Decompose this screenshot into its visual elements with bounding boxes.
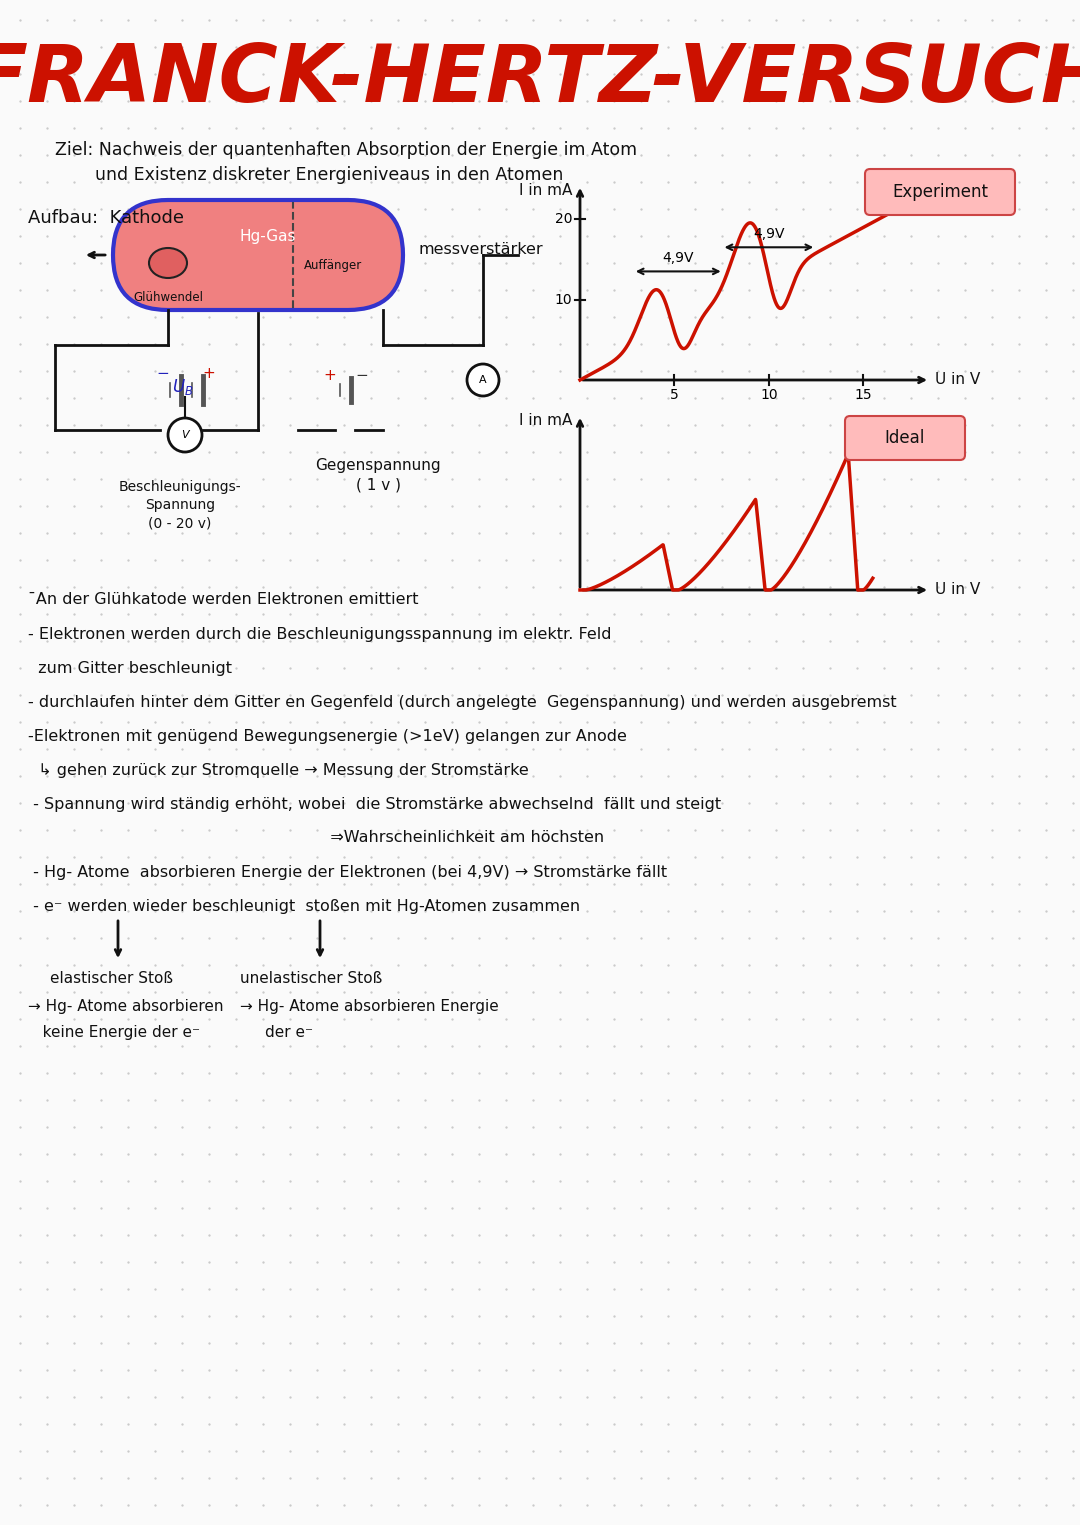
Text: - durchlaufen hinter dem Gitter en Gegenfeld (durch angelegte  Gegenspannung) un: - durchlaufen hinter dem Gitter en Gegen… [28, 694, 896, 709]
Text: 4,9V: 4,9V [753, 227, 785, 241]
Text: Glühwendel: Glühwendel [133, 291, 203, 303]
Text: 15: 15 [854, 387, 873, 403]
Text: keine Energie der e⁻: keine Energie der e⁻ [28, 1025, 200, 1040]
Text: 5: 5 [670, 387, 679, 403]
Text: - Hg- Atome  absorbieren Energie der Elektronen (bei 4,9V) → Stromstärke fällt: - Hg- Atome absorbieren Energie der Elek… [28, 865, 667, 880]
Text: -Elektronen mit genügend Bewegungsenergie (>1eV) gelangen zur Anode: -Elektronen mit genügend Bewegungsenergi… [28, 729, 626, 744]
Text: messverstärker: messverstärker [418, 242, 542, 258]
Text: U in V: U in V [935, 583, 981, 598]
Text: ↳ gehen zurück zur Stromquelle → Messung der Stromstärke: ↳ gehen zurück zur Stromquelle → Messung… [28, 762, 529, 778]
FancyBboxPatch shape [845, 416, 966, 461]
Text: ¯An der Glühkatode werden Elektronen emittiert: ¯An der Glühkatode werden Elektronen emi… [28, 593, 419, 607]
Text: - Elektronen werden durch die Beschleunigungsspannung im elektr. Feld: - Elektronen werden durch die Beschleuni… [28, 627, 611, 642]
Text: FRANCK-HERTZ-VERSUCH: FRANCK-HERTZ-VERSUCH [0, 41, 1080, 119]
Circle shape [467, 364, 499, 396]
Text: I in mA: I in mA [518, 413, 572, 429]
Text: 10: 10 [760, 387, 778, 403]
Text: Ideal: Ideal [885, 429, 926, 447]
Text: elastischer Stoß: elastischer Stoß [50, 971, 173, 987]
Text: +: + [203, 366, 215, 381]
FancyBboxPatch shape [113, 200, 403, 310]
Text: V: V [181, 430, 189, 441]
Text: zum Gitter beschleunigt: zum Gitter beschleunigt [28, 660, 232, 676]
Text: - Spannung wird ständig erhöht, wobei  die Stromstärke abwechselnd  fällt und st: - Spannung wird ständig erhöht, wobei di… [28, 796, 721, 811]
FancyBboxPatch shape [865, 169, 1015, 215]
Text: unelastischer Stoß: unelastischer Stoß [240, 971, 382, 987]
Text: der e⁻: der e⁻ [265, 1025, 313, 1040]
Text: Auffänger: Auffänger [303, 259, 362, 271]
Text: 10: 10 [554, 293, 572, 307]
Circle shape [168, 418, 202, 451]
Text: A: A [480, 375, 487, 384]
Text: Aufbau:  Kathode: Aufbau: Kathode [28, 209, 184, 227]
Text: Ziel: Nachweis der quantenhaften Absorption der Energie im Atom: Ziel: Nachweis der quantenhaften Absorpt… [55, 140, 637, 159]
Text: −: − [355, 369, 368, 383]
Text: 4,9V: 4,9V [662, 252, 694, 265]
Text: Experiment: Experiment [892, 183, 988, 201]
Text: - e⁻ werden wieder beschleunigt  stoßen mit Hg-Atomen zusammen: - e⁻ werden wieder beschleunigt stoßen m… [28, 898, 580, 913]
Text: Hg-Gas: Hg-Gas [240, 229, 296, 244]
Text: I in mA: I in mA [518, 183, 572, 198]
Text: U in V: U in V [935, 372, 981, 387]
Text: Beschleunigungs-
Spannung
(0 - 20 v): Beschleunigungs- Spannung (0 - 20 v) [119, 480, 241, 531]
Text: und Existenz diskreter Energieniveaus in den Atomen: und Existenz diskreter Energieniveaus in… [95, 166, 564, 185]
Ellipse shape [149, 249, 187, 278]
Text: → Hg- Atome absorbieren Energie: → Hg- Atome absorbieren Energie [240, 999, 499, 1014]
Text: +: + [324, 369, 336, 383]
Text: Gegenspannung
( 1 v ): Gegenspannung ( 1 v ) [315, 458, 441, 493]
Text: −: − [157, 366, 170, 381]
Text: $U_B$: $U_B$ [173, 377, 193, 396]
Text: 20: 20 [554, 212, 572, 226]
Text: → Hg- Atome absorbieren: → Hg- Atome absorbieren [28, 999, 224, 1014]
Text: ⇒Wahrscheinlichkeit am höchsten: ⇒Wahrscheinlichkeit am höchsten [28, 831, 604, 845]
